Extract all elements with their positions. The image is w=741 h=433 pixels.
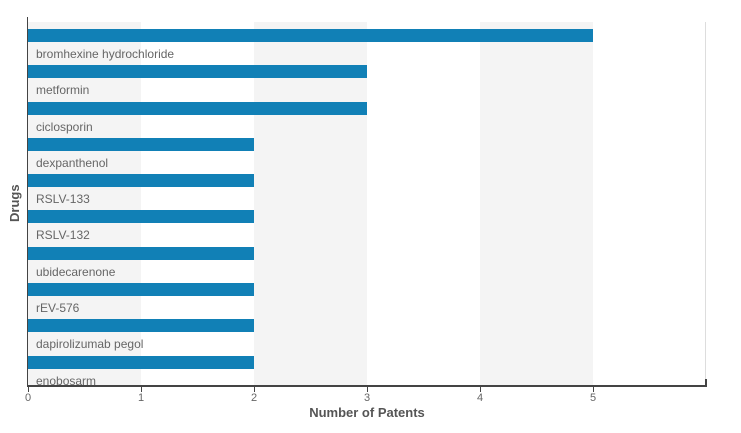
x-tick-mark [480, 387, 481, 392]
x-tick-label: 4 [476, 392, 484, 404]
category-label: rEV-576 [36, 301, 80, 316]
bar-rslv-132[interactable] [28, 210, 254, 224]
bar-row: enobosarm [28, 349, 706, 388]
x-tick-mark [28, 387, 29, 392]
plot-area: bromhexine hydrochloride metformin ciclosp… [28, 22, 706, 388]
bar-dexpanthenol[interactable] [28, 137, 254, 151]
plot-rows: bromhexine hydrochloride metformin ciclosp… [28, 22, 706, 388]
category-label: enobosarm [36, 373, 97, 388]
bar-row: ciclosporin [28, 95, 706, 134]
bar-row: metformin [28, 58, 706, 98]
category-label: metformin [36, 83, 90, 98]
x-axis-line [27, 385, 707, 387]
background-bands [28, 22, 706, 385]
bar-dapirolizumab-pegol[interactable] [28, 319, 254, 333]
plot-right-border [705, 22, 706, 385]
plot-band [480, 22, 593, 385]
bar-enobosarm[interactable] [28, 355, 254, 369]
y-axis-title: Drugs [7, 184, 22, 222]
bar-row: bromhexine hydrochloride [28, 22, 706, 61]
category-label: ciclosporin [36, 119, 93, 134]
bar-row: RSLV-133 [28, 167, 706, 207]
category-label: RSLV-132 [36, 228, 90, 243]
x-tick-mark [367, 387, 368, 392]
x-tick-mark [593, 387, 594, 392]
x-tick-label: 0 [24, 392, 32, 404]
x-axis-title: Number of Patents [309, 405, 425, 420]
bar-metformin[interactable] [28, 65, 367, 79]
bar-ubidecarenone[interactable] [28, 246, 254, 260]
bar-rslv-133[interactable] [28, 174, 254, 188]
bar-bromhexine-hydrochloride[interactable] [28, 29, 593, 42]
x-tick-label: 3 [363, 392, 371, 404]
bar-ciclosporin[interactable] [28, 101, 367, 115]
plot-band [254, 22, 367, 385]
x-tick-label: 5 [589, 392, 597, 404]
x-tick-mark [254, 387, 255, 392]
bar-row: dapirolizumab pegol [28, 312, 706, 352]
bar-rev-576[interactable] [28, 283, 254, 297]
category-label: ubidecarenone [36, 264, 116, 279]
x-tick-label: 1 [137, 392, 145, 404]
x-axis-ticks: 0 1 2 3 4 5 [24, 387, 706, 409]
category-label: bromhexine hydrochloride [36, 47, 175, 61]
bar-row: dexpanthenol [28, 131, 706, 170]
y-axis-line [27, 17, 28, 387]
category-label: dexpanthenol [36, 155, 109, 170]
bar-row: rEV-576 [28, 276, 706, 316]
category-label: dapirolizumab pegol [36, 337, 144, 352]
category-label: RSLV-133 [36, 192, 90, 207]
x-tick-label: 2 [250, 392, 258, 404]
x-tick-mark [141, 387, 142, 392]
axis-end-tick [705, 379, 707, 385]
bar-row: RSLV-132 [28, 203, 706, 243]
bar-row: ubidecarenone [28, 240, 706, 279]
